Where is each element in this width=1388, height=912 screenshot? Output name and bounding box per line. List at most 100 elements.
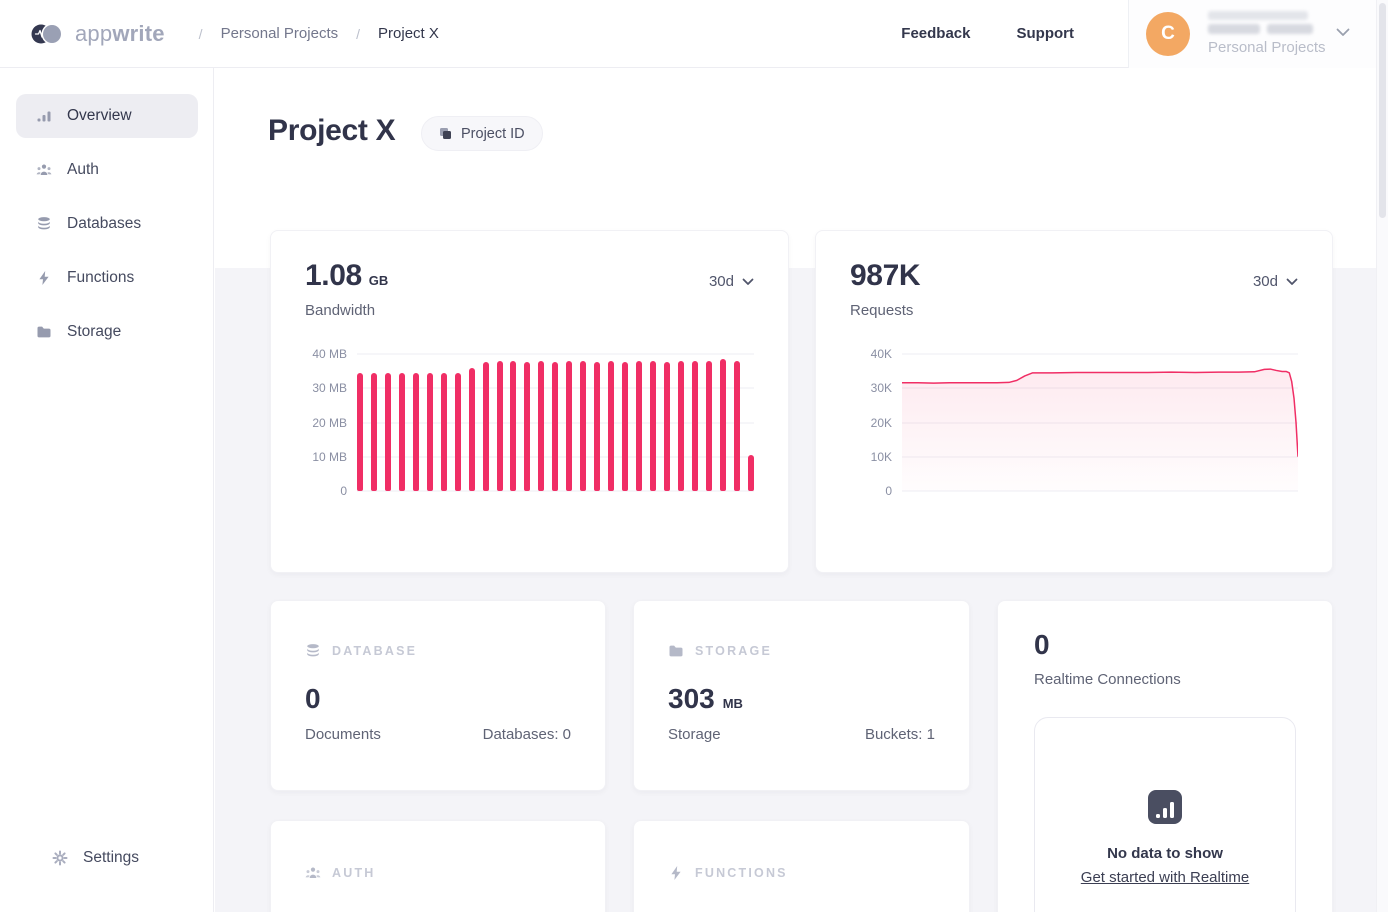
range-value: 30d (1252, 273, 1278, 290)
copy-icon (440, 128, 451, 139)
documents-label: Documents (305, 726, 381, 743)
lightning-icon (671, 866, 681, 880)
breadcrumb-separator: / (356, 25, 361, 42)
sidebar-item-settings[interactable]: Settings (32, 836, 214, 880)
bar (496, 360, 503, 491)
avatar: C (1146, 11, 1190, 56)
requests-label: Requests (850, 302, 914, 319)
bar (524, 361, 531, 491)
chevron-down-icon[interactable] (1336, 28, 1350, 37)
bandwidth-range-dropdown[interactable]: 30d (709, 273, 754, 290)
sidebar-item-label: Auth (67, 161, 99, 178)
sidebar-item-overview[interactable]: Overview (16, 94, 198, 138)
sidebar-item-auth[interactable]: Auth (16, 148, 198, 192)
folder-icon (669, 645, 683, 657)
sidebar-item-label: Settings (83, 849, 140, 866)
bandwidth-card: 1.08 GB Bandwidth 30d 0 10 MB 20 MB 30 MB 40… (270, 230, 789, 573)
bar (538, 361, 545, 491)
page-scrollbar[interactable] (1376, 0, 1388, 912)
storage-card[interactable]: STORAGE 303 MB Storage Buckets: 1 (633, 600, 970, 791)
databases-meta: Databases: 0 (482, 726, 571, 743)
bar (677, 361, 684, 491)
page-title: Project X (268, 114, 396, 147)
bar (566, 360, 573, 491)
gear-icon (52, 850, 68, 866)
chevron-down-icon (1286, 278, 1298, 285)
project-id-label: Project ID (461, 125, 525, 142)
requests-line (902, 354, 1298, 491)
plot-area (902, 354, 1298, 491)
breadcrumb-separator: / (198, 25, 203, 42)
sidebar-item-label: Databases (67, 215, 142, 232)
breadcrumb-project-x[interactable]: Project X (378, 25, 439, 42)
appwrite-logo[interactable]: appwrite (30, 21, 165, 47)
breadcrumb: / Personal Projects / Project X (199, 25, 439, 42)
database-card[interactable]: DATABASE 0 Documents Databases: 0 (270, 600, 606, 791)
bar-chart-icon (37, 111, 51, 122)
sidebar-item-label: Storage (67, 323, 122, 340)
logo-mark-icon (31, 23, 63, 44)
auth-card[interactable]: AUTH (270, 820, 606, 912)
feedback-link[interactable]: Feedback (901, 25, 971, 42)
bar (650, 361, 657, 491)
support-link[interactable]: Support (1016, 25, 1075, 42)
account-menu[interactable]: C Personal Projects (1128, 0, 1380, 68)
database-icon (307, 644, 319, 657)
bar (733, 361, 740, 491)
gridline (357, 490, 754, 492)
bandwidth-value: 1.08 (305, 259, 362, 292)
gridline (902, 353, 1298, 355)
scrollbar-thumb[interactable] (1379, 3, 1386, 218)
sidebar-item-storage[interactable]: Storage (16, 310, 198, 354)
bar (747, 455, 754, 491)
y-axis-tick: 30 MB (312, 381, 347, 396)
requests-line-chart: 0 10K 20K 30K 40K (850, 348, 1298, 497)
bar (426, 372, 433, 491)
bar (691, 360, 698, 491)
get-started-realtime-link[interactable]: Get started with Realtime (1080, 869, 1250, 886)
y-axis-tick: 20 MB (312, 415, 347, 430)
realtime-count: 0 (1034, 629, 1050, 660)
bar (705, 361, 712, 491)
no-data-title: No data to show (1107, 845, 1223, 862)
requests-value: 987K (850, 259, 921, 292)
gridline (902, 490, 1298, 492)
redacted-user-name (1208, 24, 1326, 34)
account-text: Personal Projects (1208, 11, 1326, 56)
bandwidth-bar-chart: 0 10 MB 20 MB 30 MB 40 MB (305, 348, 754, 497)
bar (510, 361, 517, 491)
y-axis-tick: 10K (870, 449, 892, 464)
database-icon (38, 217, 50, 230)
bandwidth-label: Bandwidth (305, 302, 376, 319)
y-axis-tick: 10 MB (312, 449, 347, 464)
bar (636, 360, 643, 491)
sidebar-item-databases[interactable]: Databases (16, 202, 198, 246)
functions-card[interactable]: FUNCTIONS (633, 820, 970, 912)
bar (719, 358, 726, 491)
bar (482, 361, 489, 491)
y-axis-tick: 40K (870, 347, 892, 361)
lightning-icon (39, 271, 49, 285)
breadcrumb-personal-projects[interactable]: Personal Projects (220, 25, 339, 42)
auth-section-label: AUTH (332, 866, 376, 880)
redacted-user-name (1208, 11, 1308, 20)
bar (440, 372, 447, 491)
sidebar: Overview Auth Databases (0, 68, 214, 912)
logo-text: appwrite (75, 20, 165, 46)
requests-range-dropdown[interactable]: 30d (1253, 273, 1298, 290)
chevron-down-icon (742, 278, 754, 285)
bar (552, 361, 559, 491)
sidebar-item-functions[interactable]: Functions (16, 256, 198, 300)
storage-section-label: STORAGE (695, 644, 772, 658)
storage-value: 303 (668, 683, 715, 714)
folder-icon (37, 326, 51, 338)
bar (580, 361, 587, 491)
project-id-button[interactable]: Project ID (421, 116, 543, 151)
bar (384, 373, 391, 491)
y-axis-tick: 0 (340, 484, 347, 498)
bandwidth-unit: GB (368, 273, 389, 288)
top-header: appwrite / Personal Projects / Project X… (0, 0, 1388, 68)
bar (370, 372, 377, 491)
bar (608, 361, 615, 491)
